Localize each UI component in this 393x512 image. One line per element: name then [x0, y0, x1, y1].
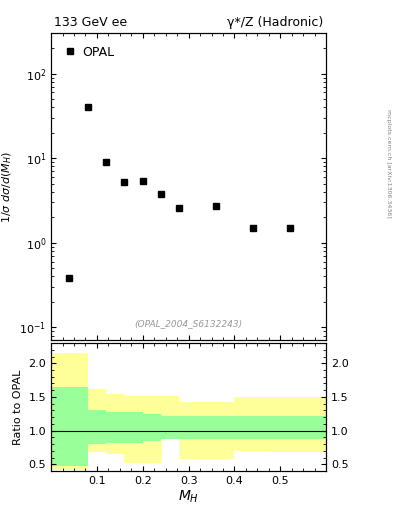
- OPAL: [214, 203, 219, 209]
- Legend: OPAL: OPAL: [57, 39, 121, 65]
- OPAL: [177, 205, 182, 211]
- OPAL: [287, 225, 292, 231]
- Line: OPAL: OPAL: [66, 104, 293, 282]
- OPAL: [85, 104, 90, 111]
- OPAL: [159, 190, 163, 197]
- OPAL: [250, 225, 255, 231]
- OPAL: [67, 275, 72, 282]
- Y-axis label: Ratio to OPAL: Ratio to OPAL: [13, 369, 23, 445]
- OPAL: [140, 178, 145, 184]
- OPAL: [122, 179, 127, 185]
- Text: mcplots.cern.ch [arXiv:1306.3436]: mcplots.cern.ch [arXiv:1306.3436]: [386, 110, 391, 218]
- X-axis label: $M_H$: $M_H$: [178, 488, 199, 505]
- OPAL: [104, 159, 108, 165]
- Text: γ*/Z (Hadronic): γ*/Z (Hadronic): [227, 16, 323, 29]
- Text: 133 GeV ee: 133 GeV ee: [54, 16, 127, 29]
- Y-axis label: $1/\sigma\ d\sigma/d(M_H)$: $1/\sigma\ d\sigma/d(M_H)$: [0, 151, 14, 223]
- Text: (OPAL_2004_S6132243): (OPAL_2004_S6132243): [134, 319, 243, 328]
